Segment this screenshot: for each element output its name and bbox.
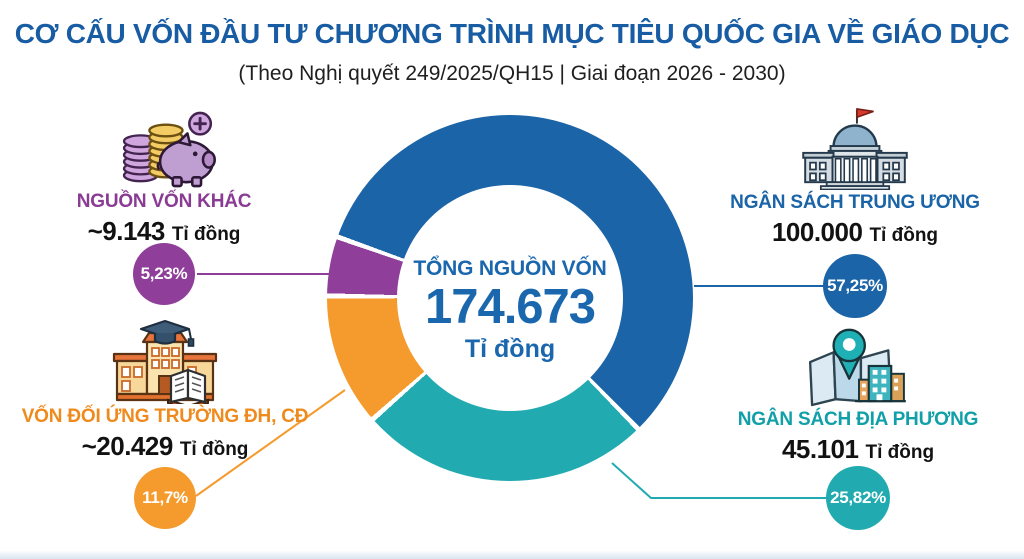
map-pin-icon <box>808 328 906 407</box>
local-budget-value: 45.101 Tỉ đồng <box>708 434 1008 465</box>
callout-university-counterpart: VỐN ĐỐI ỨNG TRƯỜNG ĐH, CĐ ~20.429 Tỉ đồn… <box>5 318 325 462</box>
central-budget-amount: 100.000 <box>771 217 863 247</box>
percent-badge-university: 11,7% <box>134 467 196 529</box>
total-value: 174.673 <box>424 280 596 334</box>
local-budget-amount: 45.101 <box>781 434 859 464</box>
buildings-icon <box>858 364 905 403</box>
percent-badge-local-budget: 25,82% <box>826 466 890 530</box>
plus-icon <box>193 116 207 131</box>
other-sources-label: NGUỒN VỐN KHÁC <box>76 191 252 212</box>
other-sources-unit: Tỉ đồng <box>171 224 241 245</box>
school-icon <box>112 319 218 404</box>
university-counterpart-value: ~20.429 Tỉ đồng <box>5 431 325 462</box>
government-building-icon <box>802 108 908 190</box>
central-budget-value: 100.000 Tỉ đồng <box>705 217 1005 248</box>
university-counterpart-unit: Tỉ đồng <box>179 439 249 460</box>
university-counterpart-label: VỐN ĐỐI ỨNG TRƯỜNG ĐH, CĐ <box>21 406 309 427</box>
central-budget-label: NGÂN SÁCH TRUNG ƯƠNG <box>730 192 980 213</box>
callout-central-budget: NGÂN SÁCH TRUNG ƯƠNG 100.000 Tỉ đồng <box>705 106 1005 248</box>
local-budget-label: NGÂN SÁCH ĐỊA PHƯƠNG <box>737 409 979 430</box>
total-label: TỔNG NGUỒN VỐN <box>413 257 607 280</box>
callout-local-budget: NGÂN SÁCH ĐỊA PHƯƠNG 45.101 Tỉ đồng <box>708 323 1008 465</box>
percent-badge-other-sources: 5,23% <box>133 243 195 305</box>
location-pin-icon <box>832 328 867 380</box>
donut-center: TỔNG NGUỒN VỐN 174.673 Tỉ đồng <box>397 185 623 411</box>
open-book-icon <box>167 368 209 404</box>
local-budget-unit: Tỉ đồng <box>865 442 935 463</box>
percent-badge-central-budget: 57,25% <box>823 254 887 318</box>
other-sources-value: ~9.143 Tỉ đồng <box>14 216 314 247</box>
other-sources-amount: ~9.143 <box>87 216 166 246</box>
piggy-bank-icon <box>122 111 216 188</box>
bottom-edge-tint <box>0 550 1024 559</box>
page-title: CƠ CẤU VỐN ĐẦU TƯ CHƯƠNG TRÌNH MỤC TIÊU … <box>14 18 1010 49</box>
total-unit: Tỉ đồng <box>464 334 556 363</box>
flag-icon <box>856 108 874 119</box>
central-budget-unit: Tỉ đồng <box>869 225 939 246</box>
university-counterpart-amount: ~20.429 <box>81 431 174 461</box>
leader-line-local-budget <box>611 462 827 499</box>
graduation-cap-icon <box>139 319 195 347</box>
callout-other-sources: NGUỒN VỐN KHÁC ~9.143 Tỉ đồng <box>14 111 314 247</box>
page-subtitle: (Theo Nghị quyết 249/2025/QH15 | Giai đo… <box>238 62 786 85</box>
